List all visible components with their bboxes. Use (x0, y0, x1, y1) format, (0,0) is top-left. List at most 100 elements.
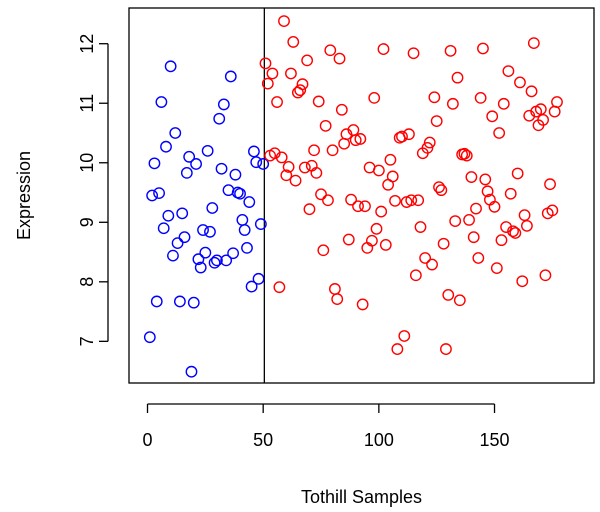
data-point (405, 194, 418, 207)
data-point (215, 162, 228, 175)
data-point (224, 70, 237, 83)
data-point (430, 115, 443, 127)
x-tick-label: 150 (479, 430, 509, 450)
data-point (366, 234, 378, 247)
data-point (391, 343, 404, 355)
data-point (229, 168, 242, 181)
data-point (495, 234, 508, 247)
data-point (250, 156, 263, 169)
data-point (206, 202, 219, 214)
data-point (509, 227, 522, 239)
data-point (451, 71, 464, 84)
data-point (312, 95, 325, 108)
data-point (465, 171, 478, 183)
data-point (143, 331, 156, 344)
data-point (238, 224, 251, 236)
data-point (352, 200, 364, 213)
data-point (178, 231, 191, 244)
data-point (354, 133, 367, 145)
data-point (502, 65, 515, 77)
data-point (370, 222, 383, 235)
data-point (146, 189, 159, 202)
data-point (525, 85, 538, 98)
data-point (544, 178, 556, 191)
data-point (435, 184, 448, 197)
data-point (504, 187, 517, 200)
data-point (243, 196, 256, 208)
data-point (433, 181, 445, 194)
data-point (379, 239, 392, 251)
data-point (449, 215, 462, 227)
data-point (150, 295, 163, 308)
data-point (266, 67, 279, 80)
data-point (486, 110, 499, 123)
data-point (368, 91, 381, 104)
axes: 0 50 100 150 7 8 9 10 11 12 (77, 7, 595, 450)
data-point (403, 128, 415, 141)
data-point (440, 343, 452, 355)
data-point (160, 140, 172, 153)
data-point (180, 166, 193, 179)
x-tick-label: 100 (364, 430, 394, 450)
data-point (412, 194, 425, 207)
data-point (148, 157, 161, 170)
y-tick-label: 10 (77, 153, 97, 173)
data-point (331, 293, 344, 305)
data-point (386, 170, 399, 183)
data-point (384, 153, 397, 166)
data-point (497, 97, 510, 110)
data-point (164, 60, 177, 73)
data-point (419, 252, 432, 264)
data-point (326, 144, 339, 157)
data-point (167, 249, 179, 262)
data-point (534, 103, 547, 116)
data-point (511, 167, 524, 180)
data-point (428, 91, 441, 104)
data-point (257, 158, 270, 170)
data-point (162, 209, 175, 222)
data-point (289, 174, 302, 187)
data-point (472, 252, 485, 264)
data-point (241, 241, 253, 254)
data-point (310, 166, 323, 179)
data-point (474, 91, 487, 104)
data-point (375, 205, 388, 218)
y-tick-label: 8 (77, 277, 97, 287)
data-point (176, 207, 189, 220)
data-point (204, 225, 216, 238)
data-point (356, 298, 369, 311)
data-point (201, 144, 214, 157)
data-points (143, 15, 563, 378)
data-point (333, 52, 346, 65)
data-point (294, 84, 307, 97)
data-point (507, 225, 519, 238)
data-point (488, 200, 501, 213)
data-point (192, 253, 205, 266)
data-point (287, 36, 300, 48)
data-point (280, 169, 293, 182)
data-point (426, 258, 438, 271)
data-point (259, 57, 272, 70)
data-point (467, 231, 480, 244)
data-point (322, 194, 334, 207)
y-axis-title: Expression (14, 151, 34, 240)
data-point (442, 289, 455, 301)
data-point (303, 203, 316, 216)
data-point (389, 194, 401, 207)
data-point (252, 272, 265, 285)
data-point (227, 247, 240, 260)
data-point (301, 54, 314, 67)
data-point (335, 103, 348, 116)
data-point (296, 78, 309, 91)
data-point (317, 244, 330, 257)
data-point (208, 256, 221, 269)
data-point (537, 114, 550, 126)
data-point (234, 187, 246, 200)
y-tick-label: 7 (77, 336, 97, 346)
data-point (407, 47, 420, 60)
data-point (421, 141, 434, 154)
data-point (157, 222, 170, 235)
data-point (477, 42, 489, 55)
data-point (324, 44, 337, 57)
